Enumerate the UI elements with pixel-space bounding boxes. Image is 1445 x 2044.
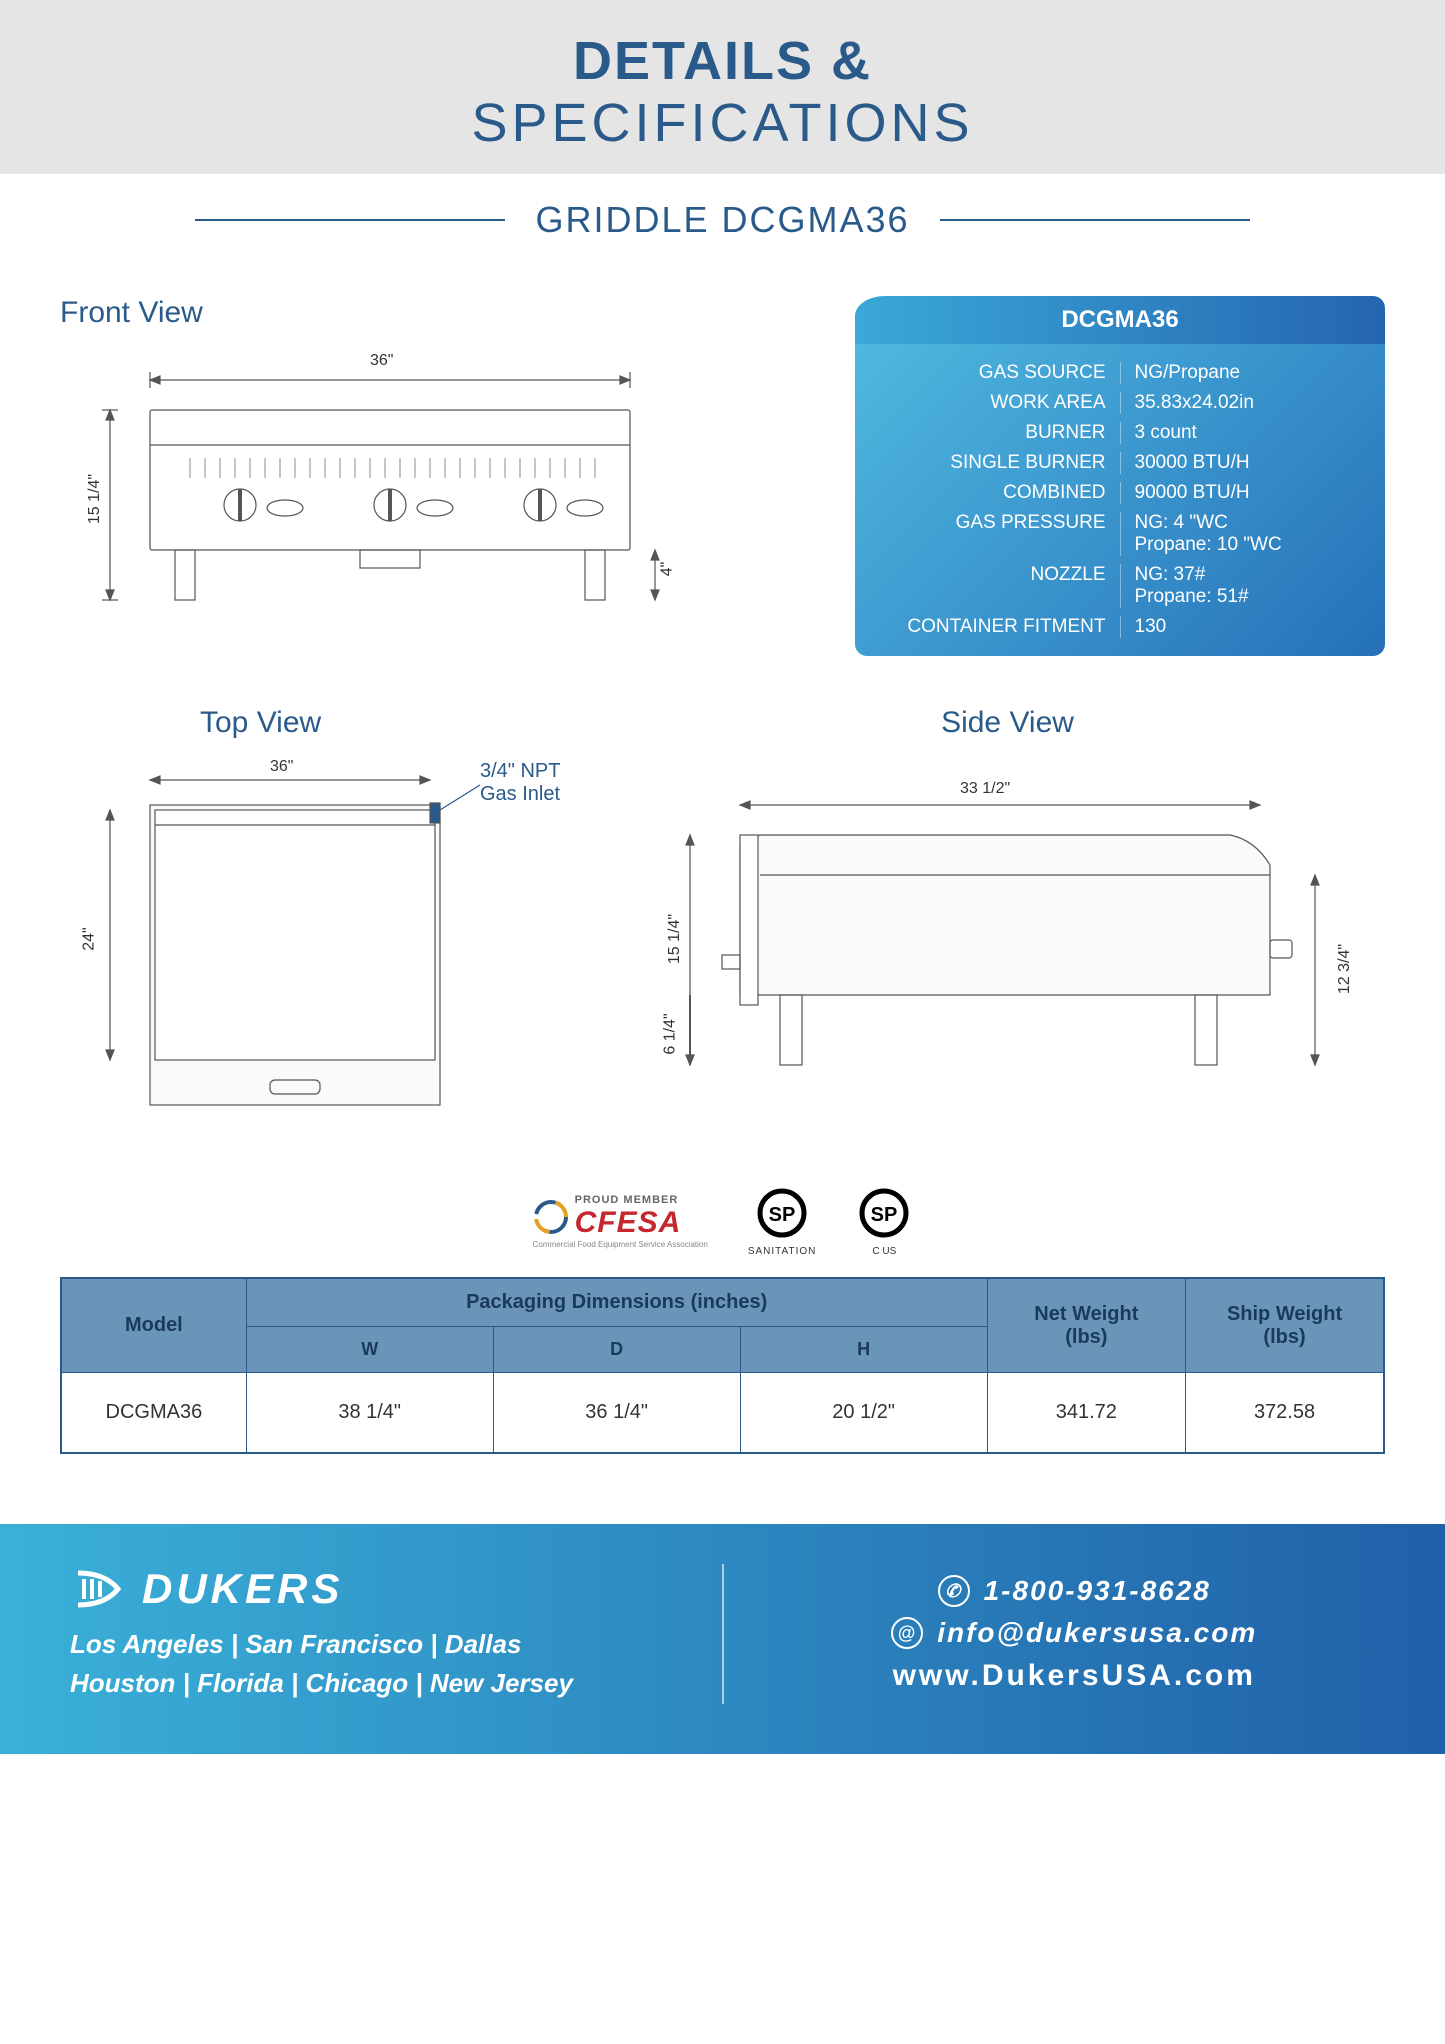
spec-key: GAS PRESSURE [879, 512, 1120, 556]
top-view-label: Top View [60, 706, 580, 740]
front-view-diagram: 36" 15 1/4" 4" [60, 350, 815, 630]
main-content: Front View [0, 266, 1445, 1474]
website: www.DukersUSA.com [893, 1659, 1256, 1693]
header-line1: DETAILS & [0, 30, 1445, 92]
spec-key: WORK AREA [879, 392, 1120, 414]
brand-row: DUKERS [70, 1565, 672, 1613]
subtitle-row: GRIDDLE DCGMA36 [0, 174, 1445, 266]
csa-us-label: C US [856, 1246, 912, 1257]
top-width-dim: 36" [270, 758, 293, 776]
phone-icon: ✆ [938, 1575, 970, 1607]
spec-key: NOZZLE [879, 564, 1120, 608]
top-view-diagram: 36" 24" 3/4" NPT Gas Inlet [60, 755, 580, 1155]
side-view-column: Side View [630, 706, 1385, 1155]
rule-left [195, 219, 505, 221]
cfesa-name: CFESA [575, 1206, 682, 1240]
csa-sanitation-badge: SP SANITATION [748, 1185, 817, 1257]
cfesa-swirl-icon [533, 1199, 569, 1235]
col-ship: Ship Weight (lbs) [1186, 1278, 1384, 1373]
table-header-row: Model Packaging Dimensions (inches) Net … [61, 1278, 1384, 1327]
cell-net: 341.72 [987, 1373, 1185, 1454]
col-net: Net Weight (lbs) [987, 1278, 1185, 1373]
spec-val: NG: 4 "WC Propane: 10 "WC [1121, 512, 1362, 556]
svg-text:SP: SP [769, 1204, 796, 1226]
spec-key: COMBINED [879, 482, 1120, 504]
phone-line: ✆ 1-800-931-8628 [938, 1575, 1211, 1607]
top-diagram-svg [60, 755, 580, 1155]
cell-w: 38 1/4" [246, 1373, 493, 1454]
cert-row: PROUD MEMBER CFESA Commercial Food Equip… [60, 1185, 1385, 1257]
front-view-column: Front View [60, 296, 815, 630]
csa-sanitation-label: SANITATION [748, 1246, 817, 1257]
col-h: H [740, 1327, 987, 1373]
side-diagram-svg [630, 755, 1350, 1155]
email-address: info@dukersusa.com [937, 1617, 1257, 1649]
spec-val: 130 [1121, 616, 1362, 638]
csa-icon: SP [754, 1185, 810, 1241]
col-w: W [246, 1327, 493, 1373]
side-view-label: Side View [630, 706, 1385, 740]
spec-val: 35.83x24.02in [1121, 392, 1362, 414]
side-leg-dim: 6 1/4" [662, 1013, 680, 1054]
top-depth-dim: 24" [81, 927, 99, 950]
cell-ship: 372.58 [1186, 1373, 1384, 1454]
footer-right: ✆ 1-800-931-8628 @ info@dukersusa.com ww… [774, 1575, 1376, 1693]
top-row: Front View [60, 296, 1385, 656]
csa-us-badge: SP C US [856, 1185, 912, 1257]
table-data-row: DCGMA36 38 1/4" 36 1/4" 20 1/2" 341.72 3… [61, 1373, 1384, 1454]
cell-h: 20 1/2" [740, 1373, 987, 1454]
spec-val: 30000 BTU/H [1121, 452, 1362, 474]
footer: DUKERS Los Angeles | San Francisco | Dal… [0, 1524, 1445, 1754]
locations-line2: Houston | Florida | Chicago | New Jersey [70, 1664, 672, 1703]
brand-name: DUKERS [142, 1565, 343, 1613]
front-view-label: Front View [60, 296, 815, 330]
email-line: @ info@dukersusa.com [891, 1617, 1257, 1649]
phone-number: 1-800-931-8628 [984, 1575, 1211, 1607]
front-width-dim: 36" [370, 352, 393, 370]
front-leg-dim: 4" [658, 562, 676, 577]
side-height-dim: 15 1/4" [666, 914, 684, 964]
cell-d: 36 1/4" [493, 1373, 740, 1454]
locations-line1: Los Angeles | San Francisco | Dallas [70, 1625, 672, 1664]
side-view-diagram: 33 1/2" 15 1/4" 6 1/4" 12 3/4" [630, 755, 1385, 1155]
spec-val: 90000 BTU/H [1121, 482, 1362, 504]
front-height-dim: 15 1/4" [86, 474, 104, 524]
side-depth-dim: 33 1/2" [960, 780, 1010, 798]
spec-val: NG/Propane [1121, 362, 1362, 384]
footer-divider [722, 1564, 724, 1704]
spec-key: SINGLE BURNER [879, 452, 1120, 474]
email-icon: @ [891, 1617, 923, 1649]
csa-icon: SP [856, 1185, 912, 1241]
mid-row: Top View 36" [60, 706, 1385, 1155]
col-pack: Packaging Dimensions (inches) [246, 1278, 987, 1327]
cfesa-badge: PROUD MEMBER CFESA Commercial Food Equip… [533, 1194, 708, 1249]
header-band: DETAILS & SPECIFICATIONS [0, 0, 1445, 174]
col-model: Model [61, 1278, 246, 1373]
gas-inlet-label: 3/4" NPT Gas Inlet [480, 760, 560, 806]
rule-right [940, 219, 1250, 221]
cfesa-tag: PROUD MEMBER [575, 1194, 682, 1206]
spec-val: NG: 37# Propane: 51# [1121, 564, 1362, 608]
col-d: D [493, 1327, 740, 1373]
product-subtitle: GRIDDLE DCGMA36 [535, 199, 909, 241]
brand-logo-icon [70, 1565, 130, 1613]
spec-panel: DCGMA36 GAS SOURCENG/Propane WORK AREA35… [855, 296, 1385, 656]
front-diagram-svg [60, 350, 680, 630]
side-plate-dim: 12 3/4" [1336, 944, 1354, 994]
packaging-table: Model Packaging Dimensions (inches) Net … [60, 1277, 1385, 1454]
top-view-column: Top View 36" [60, 706, 580, 1155]
spec-key: BURNER [879, 422, 1120, 444]
header-line2: SPECIFICATIONS [0, 92, 1445, 154]
footer-left: DUKERS Los Angeles | San Francisco | Dal… [70, 1565, 672, 1703]
spec-model-header: DCGMA36 [855, 296, 1385, 344]
cell-model: DCGMA36 [61, 1373, 246, 1454]
cfesa-sub: Commercial Food Equipment Service Associ… [533, 1240, 708, 1249]
spec-key: CONTAINER FITMENT [879, 616, 1120, 638]
spec-body: GAS SOURCENG/Propane WORK AREA35.83x24.0… [855, 344, 1385, 656]
svg-text:SP: SP [871, 1204, 898, 1226]
spec-val: 3 count [1121, 422, 1362, 444]
spec-key: GAS SOURCE [879, 362, 1120, 384]
